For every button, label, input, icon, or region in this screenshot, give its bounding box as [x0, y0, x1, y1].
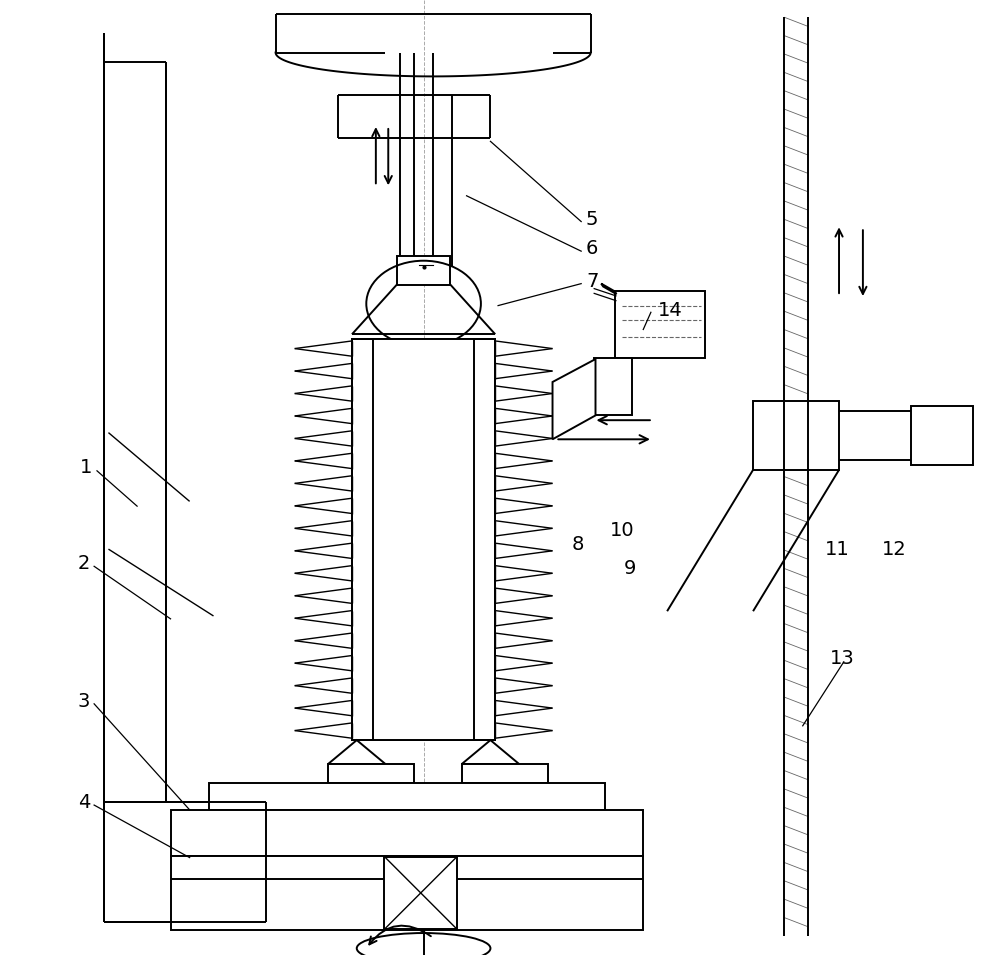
Text: 13: 13: [829, 649, 854, 668]
Bar: [171, 810, 643, 856]
Text: 3: 3: [78, 692, 90, 711]
Text: 14: 14: [658, 301, 682, 320]
Bar: [373, 339, 474, 740]
Bar: [784, 17, 808, 936]
Polygon shape: [553, 359, 596, 439]
Bar: [594, 358, 632, 415]
Bar: [615, 291, 705, 358]
Polygon shape: [328, 740, 385, 764]
Text: 1: 1: [80, 458, 92, 478]
Text: 5: 5: [586, 210, 598, 229]
Text: 11: 11: [825, 540, 849, 559]
Text: 8: 8: [572, 535, 584, 554]
Bar: [352, 339, 495, 740]
Bar: [384, 857, 457, 929]
Text: 6: 6: [586, 239, 598, 258]
Bar: [462, 764, 548, 783]
Text: 4: 4: [78, 793, 90, 812]
Bar: [328, 764, 414, 783]
Polygon shape: [462, 740, 519, 764]
Polygon shape: [601, 284, 617, 294]
Bar: [171, 856, 643, 930]
Bar: [352, 339, 495, 740]
Text: 7: 7: [586, 272, 598, 291]
Bar: [911, 406, 973, 465]
Bar: [753, 401, 839, 470]
Text: 10: 10: [610, 520, 634, 540]
Text: 2: 2: [78, 554, 90, 573]
Text: 12: 12: [882, 540, 907, 559]
Text: 9: 9: [624, 559, 637, 578]
Bar: [397, 256, 450, 285]
Bar: [209, 783, 605, 810]
